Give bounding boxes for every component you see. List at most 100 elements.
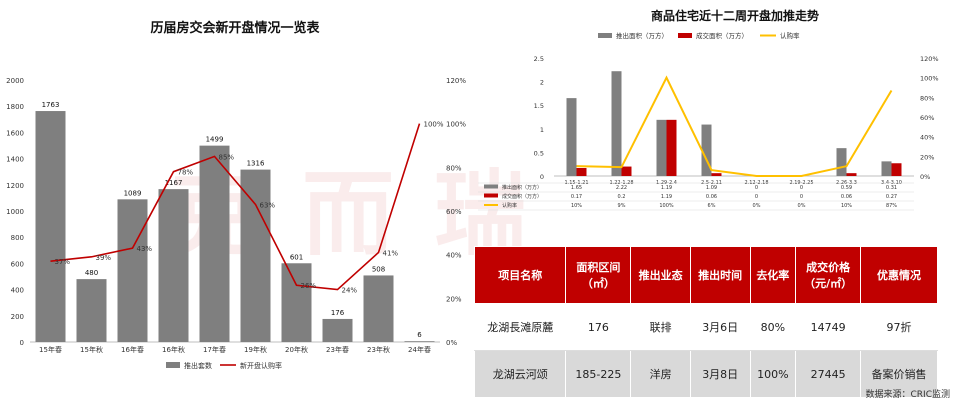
bar <box>117 199 148 342</box>
y-tick-label: 1600 <box>6 129 24 137</box>
data-table-cell: 1.19 <box>661 185 672 191</box>
data-table-swatch <box>484 184 498 189</box>
y-tick-label: 1.5 <box>534 102 544 110</box>
x-tick-label: 15年春 <box>39 345 62 354</box>
table-cell: 97折 <box>860 303 938 351</box>
legend-label-bar: 成交面积（万方） <box>696 31 748 40</box>
bar <box>158 189 189 342</box>
data-table-cell: 100% <box>659 203 674 209</box>
y-tick-label: 600 <box>11 260 24 268</box>
chart-title: 历届房交会新开盘情况一览表 <box>150 20 320 36</box>
y2-tick-label: 60% <box>920 114 934 122</box>
table-row: 龙湖云河颂 185-225 洋房 3月8日 100% 27445 备案价销售 <box>473 350 938 398</box>
data-table-cell: 0.27 <box>886 194 897 200</box>
table-cell: 80% <box>749 303 797 351</box>
y-tick-label: 1000 <box>6 208 24 216</box>
data-table-swatch <box>484 193 498 198</box>
table-header-cell: 去化率 <box>749 246 797 304</box>
x-tick-label: 19年秋 <box>244 345 267 354</box>
bar <box>404 341 435 342</box>
bar <box>846 173 857 176</box>
y-tick-label: 0 <box>20 339 24 347</box>
legend-label-line: 认购率 <box>780 31 800 40</box>
table-cell: 3月6日 <box>689 303 751 351</box>
table-header-cell: 项目名称 <box>473 246 567 304</box>
bar <box>363 275 394 342</box>
legend-swatch-bar <box>166 362 180 368</box>
data-table-cell: 1.65 <box>571 185 582 191</box>
data-table-cell: 87% <box>886 203 897 209</box>
bar <box>322 318 353 342</box>
table-header-cell: 成交价格 （元/㎡） <box>795 246 862 304</box>
x-tick-label: 23年秋 <box>367 345 390 354</box>
data-table-cell: 0% <box>753 203 761 209</box>
left-chart: 历届房交会新开盘情况一览表 0 200 400 600 800 1000 1200 1400 16… <box>6 20 466 370</box>
x-tick-label: 17年春 <box>203 345 226 354</box>
bar-value-label: 480 <box>85 269 98 277</box>
y-tick-label: 2 <box>540 79 544 87</box>
data-table-series-name: 推出面积（万方） <box>502 184 542 191</box>
line-value-label: 26% <box>301 282 317 290</box>
bar-value-label: 508 <box>372 265 385 273</box>
bar <box>199 145 230 342</box>
y2-tick-label: 120% <box>446 77 466 85</box>
bar <box>701 124 712 176</box>
y2-tick-label: 0% <box>920 173 930 181</box>
x-tick-label: 16年秋 <box>162 345 185 354</box>
y-tick-label: 2.5 <box>534 55 544 63</box>
table-cell: 100% <box>749 350 797 398</box>
x-tick-label: 24年春 <box>408 345 431 354</box>
bar <box>711 173 722 176</box>
data-table-cell: 0 <box>755 185 758 191</box>
data-table-series-name: 成交面积（万方） <box>502 193 542 200</box>
data-table-cell: 10% <box>571 203 582 209</box>
table-header-row: 项目名称 面积区间 （㎡） 推出业态 推出时间 去化率 成交价格 （元/㎡） 优惠情况 <box>473 246 938 304</box>
line-value-label: 39% <box>96 254 112 262</box>
bar <box>576 167 587 176</box>
bar-value-label: 6 <box>417 331 422 339</box>
data-table-cell: 0.17 <box>571 194 582 200</box>
y2-tick-label: 100% <box>920 75 939 83</box>
table-cell: 27445 <box>795 350 862 398</box>
bar <box>611 71 622 176</box>
y2-tick-label: 40% <box>920 134 934 142</box>
data-table-cell: 9% <box>618 203 626 209</box>
data-table-cell: 2.22 <box>616 185 627 191</box>
x-tick-label: 16年春 <box>121 345 144 354</box>
legend-label-bar: 推出套数 <box>184 361 212 370</box>
y-tick-label: 0 <box>540 173 544 181</box>
chart-title: 商品住宅近十二周开盘加推走势 <box>651 8 819 23</box>
data-table-cell: 0.59 <box>841 185 852 191</box>
legend-label-bar: 推出面积（万方） <box>616 31 668 40</box>
table-cell: 备案价销售 <box>860 350 938 398</box>
legend-swatch-bar <box>598 33 612 38</box>
data-table-cell: 0.31 <box>886 185 897 191</box>
y-tick-label: 1800 <box>6 103 24 111</box>
table-cell: 联排 <box>630 303 691 351</box>
line-series <box>50 123 421 291</box>
bar-value-label: 1167 <box>165 179 183 187</box>
table-header-cell: 优惠情况 <box>860 246 938 304</box>
line-value-label: 78% <box>178 169 194 177</box>
data-table-cell: 0 <box>755 194 758 200</box>
data-table-cell: 0.06 <box>841 194 852 200</box>
line-value-label: 24% <box>342 287 358 295</box>
y2-tick-label: 100% <box>446 121 466 129</box>
bar <box>891 163 902 176</box>
x-tick-label: 23年春 <box>326 345 349 354</box>
bar-value-label: 1499 <box>206 136 224 144</box>
data-table-cell: 1.09 <box>706 185 717 191</box>
table-cell: 龙湖云河颂 <box>473 350 567 398</box>
right-chart: 商品住宅近十二周开盘加推走势 0 0.5 1 1.5 2 2.5 0% 20% 40% 60% 80%… <box>478 8 939 211</box>
line-value-label: 63% <box>260 201 276 209</box>
line-series <box>576 75 893 177</box>
line-value-label: 85% <box>219 153 235 161</box>
bar <box>76 279 107 342</box>
data-table-cell: 10% <box>841 203 852 209</box>
bar <box>881 161 892 176</box>
data-table-cell: 0 <box>800 194 803 200</box>
y-tick-label: 2000 <box>6 77 24 85</box>
legend-swatch-bar <box>678 33 692 38</box>
legend-label-line: 新开盘认购率 <box>240 361 282 370</box>
y2-tick-label: 120% <box>920 55 939 63</box>
